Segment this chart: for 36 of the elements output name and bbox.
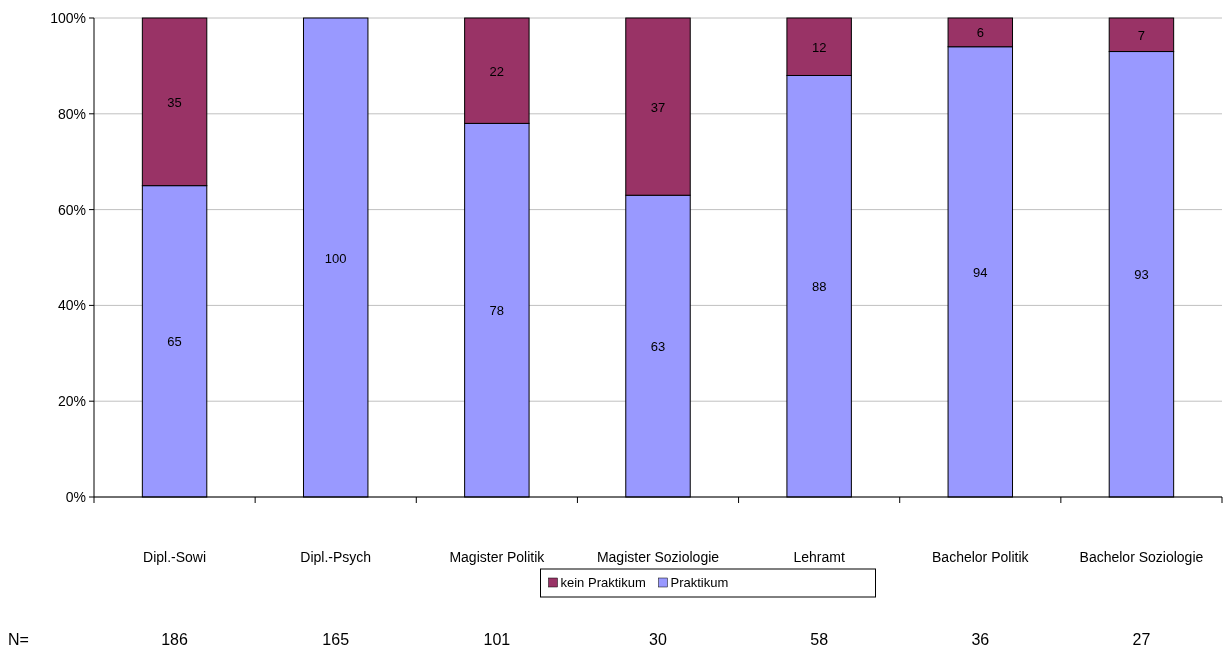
data-label: 37 xyxy=(650,99,666,115)
text: 30 xyxy=(649,631,667,648)
data-label: 6 xyxy=(976,25,984,41)
data-label: 63 xyxy=(650,339,666,355)
legend-label: Praktikum xyxy=(670,575,729,590)
data-label: 35 xyxy=(167,94,182,110)
data-label: 65 xyxy=(167,334,182,350)
x-tick-label: Magister Politik xyxy=(449,549,546,565)
x-tick-label: Bachelor Soziologie xyxy=(1079,549,1204,565)
data-label: 78 xyxy=(489,303,505,319)
data-label: 88 xyxy=(811,279,827,295)
text: 186 xyxy=(161,631,189,648)
x-tick-label: Bachelor Politik xyxy=(932,549,1030,565)
legend-label: kein Praktikum xyxy=(560,575,646,590)
y-tick-label: 20% xyxy=(57,393,86,410)
data-label: 100 xyxy=(324,250,347,266)
data-label: 22 xyxy=(489,63,505,79)
data-label: 12 xyxy=(811,39,827,55)
data-label: 94 xyxy=(973,264,988,280)
y-tick-label: 80% xyxy=(57,105,86,122)
text: 27 xyxy=(1132,631,1151,648)
text: 101 xyxy=(483,631,511,648)
y-tick-label: 0% xyxy=(65,489,86,505)
text: 36 xyxy=(971,631,990,648)
y-tick-label: 100% xyxy=(50,10,86,26)
text: 165 xyxy=(322,631,350,648)
y-tick-label: 40% xyxy=(57,297,86,314)
x-tick-label: Lehramt xyxy=(793,549,845,565)
y-tick-label: 60% xyxy=(57,201,86,218)
text: N= xyxy=(8,631,29,648)
x-tick-label: Dipl.-Psych xyxy=(300,549,372,565)
text: 58 xyxy=(810,631,829,648)
x-tick-label: Magister Soziologie xyxy=(596,549,720,565)
data-label: 93 xyxy=(1134,267,1149,283)
data-label: 7 xyxy=(1137,27,1146,43)
x-tick-label: Dipl.-Sowi xyxy=(143,549,207,565)
